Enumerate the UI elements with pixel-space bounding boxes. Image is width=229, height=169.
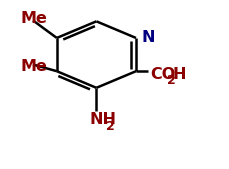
Text: Me: Me [21, 11, 47, 26]
Text: H: H [172, 67, 186, 82]
Text: N: N [142, 30, 155, 45]
Text: Me: Me [21, 59, 47, 74]
Text: 2: 2 [106, 119, 115, 132]
Text: NH: NH [90, 112, 117, 127]
Text: CO: CO [151, 67, 176, 82]
Text: 2: 2 [167, 74, 176, 87]
